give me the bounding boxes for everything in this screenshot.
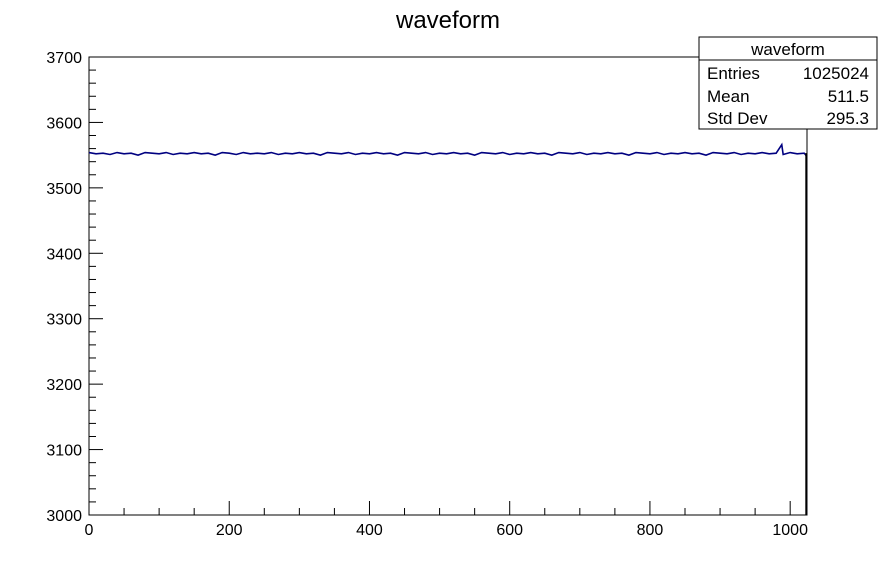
stats-box-title: waveform	[750, 40, 825, 59]
y-tick-label: 3000	[46, 508, 82, 525]
x-tick-label: 0	[85, 522, 94, 539]
y-tick-label: 3200	[46, 377, 82, 394]
x-tick-label: 200	[216, 522, 243, 539]
chart-title: waveform	[395, 7, 500, 34]
data-layer	[88, 142, 808, 515]
axes-layer: 3000 3100 3200 3300 3400 3500 3600 3700 0 200 400 6…	[46, 50, 808, 539]
stats-box-frame	[698, 36, 878, 130]
stats-box: waveform Entries 1025024 Mean 511.5 Std …	[698, 36, 878, 130]
x-tick-label: 600	[496, 522, 523, 539]
y-tick-label: 3700	[46, 50, 82, 67]
stats-value-mean: 511.5	[828, 87, 869, 106]
y-tick-label: 3500	[46, 181, 82, 198]
stats-label-mean: Mean	[707, 87, 750, 106]
plot-frame	[88, 56, 808, 516]
x-tick-label: 800	[637, 522, 664, 539]
y-tick-label: 3300	[46, 312, 82, 329]
stats-value-entries: 1025024	[803, 64, 869, 83]
x-tick-label: 400	[356, 522, 383, 539]
x-tick-label: 1000	[772, 522, 808, 539]
stats-value-std-dev: 295.3	[826, 109, 869, 128]
y-tick-label: 3100	[46, 443, 82, 460]
y-tick-label: 3400	[46, 246, 82, 263]
waveform-line	[88, 142, 808, 515]
stats-label-entries: Entries	[707, 64, 760, 83]
stats-label-std-dev: Std Dev	[707, 109, 768, 128]
y-tick-label: 3600	[46, 115, 82, 132]
